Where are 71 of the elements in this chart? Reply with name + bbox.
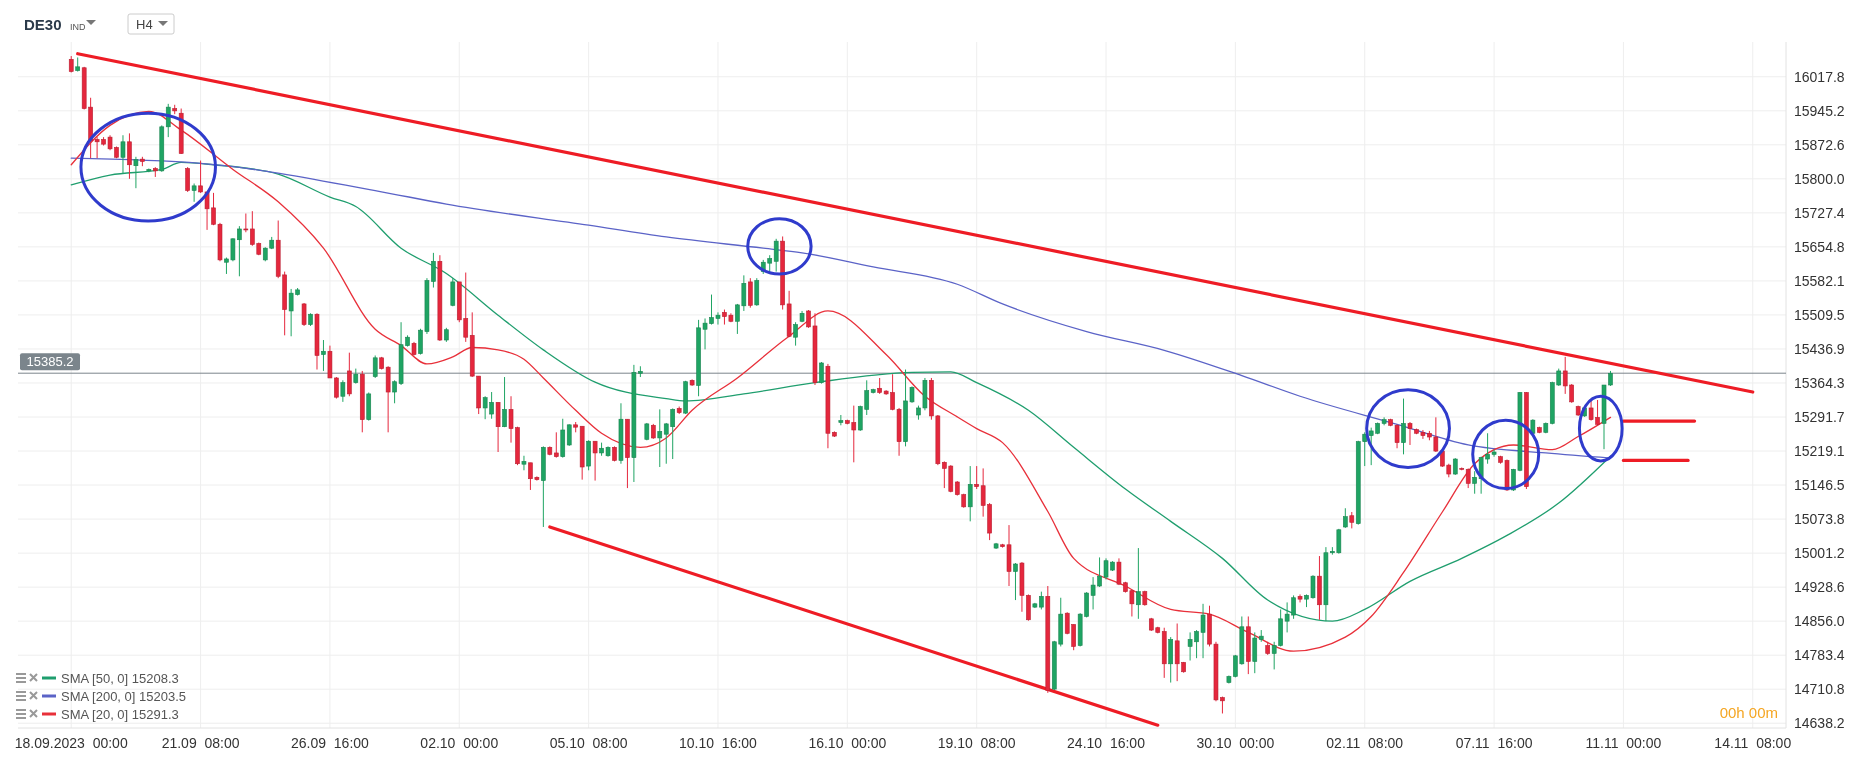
y-tick-label: 15654.8: [1794, 238, 1845, 255]
x-tick-label: 21.09 08:00: [161, 735, 240, 751]
legend-label: SMA [20, 0] 15291.3: [61, 706, 179, 722]
ref-line-label: 15385.2: [26, 354, 74, 370]
y-tick-label: 15945.2: [1794, 102, 1845, 119]
x-tick-label: 14.11 08:00: [1714, 735, 1792, 751]
candlestick: [340, 379, 346, 403]
y-tick-label: 15073.8: [1794, 511, 1845, 528]
candlestick: [1297, 593, 1303, 603]
candlestick: [967, 465, 973, 522]
x-tick-label: 24.10 16:00: [1067, 735, 1146, 751]
candlestick: [185, 166, 190, 193]
y-tick-label: 15146.5: [1794, 476, 1845, 493]
candlestick: [1013, 562, 1018, 601]
y-tick-label: 14638.2: [1794, 715, 1845, 732]
candlestick: [1465, 467, 1471, 489]
candlestick: [321, 339, 326, 372]
candlestick: [838, 414, 844, 426]
x-tick-label: 16.10 00:00: [808, 735, 887, 751]
candlestick: [502, 376, 507, 428]
y-tick-label: 15436.9: [1794, 340, 1845, 357]
candlestick: [521, 455, 527, 471]
x-tick-label: 02.10 00:00: [420, 735, 499, 751]
chart-title: DE30: [24, 16, 62, 33]
x-tick-label: 18.09.2023 00:00: [14, 735, 128, 751]
candlestick: [592, 440, 598, 482]
candlestick: [1401, 398, 1406, 455]
y-tick-label: 14928.6: [1794, 579, 1845, 596]
candlestick: [657, 408, 663, 468]
y-tick-label: 15001.2: [1794, 545, 1845, 562]
x-tick-label: 05.10 08:00: [549, 735, 628, 751]
y-tick-label: 15800.0: [1794, 170, 1845, 187]
x-tick-label: 26.09 16:00: [291, 735, 370, 751]
y-tick-label: 15727.4: [1794, 204, 1845, 221]
y-tick-label: 15364.3: [1794, 374, 1845, 391]
candlestick: [347, 352, 352, 397]
candlestick: [748, 277, 753, 309]
candlestick: [127, 132, 132, 180]
candlestick: [1343, 507, 1348, 529]
y-tick-label: 14783.4: [1794, 647, 1845, 664]
x-tick-label: 02.11 08:00: [1326, 735, 1404, 751]
y-tick-label: 15582.1: [1794, 272, 1845, 289]
candlestick: [566, 423, 572, 447]
y-tick-label: 15219.1: [1794, 442, 1845, 459]
candlestick: [191, 183, 197, 203]
candlestick: [301, 302, 307, 327]
chart-subtitle: IND: [70, 22, 86, 32]
candlestick: [1407, 421, 1413, 446]
y-tick-label: 15291.7: [1794, 408, 1845, 425]
x-tick-label: 11.11 00:00: [1585, 735, 1662, 751]
x-tick-label: 07.11 16:00: [1455, 735, 1533, 751]
candlestick: [819, 361, 824, 385]
annotation: 00h 00m: [1719, 704, 1778, 721]
candlestick: [372, 354, 378, 379]
candlestick: [1252, 631, 1258, 674]
y-tick-label: 14856.0: [1794, 613, 1845, 630]
x-tick-label: 10.10 16:00: [679, 735, 758, 751]
legend-label: SMA [50, 0] 15208.3: [61, 670, 179, 686]
y-tick-label: 16017.8: [1794, 68, 1845, 85]
text: H4: [136, 17, 153, 32]
candlestick: [450, 277, 456, 307]
candlestick: [793, 321, 798, 347]
y-tick-label: 14710.8: [1794, 681, 1845, 698]
candlestick: [773, 238, 779, 273]
y-tick-label: 15509.5: [1794, 306, 1845, 323]
x-tick-label: 30.10 00:00: [1196, 735, 1275, 751]
candlestick: [553, 431, 559, 459]
legend-label: SMA [200, 0] 15203.5: [61, 688, 187, 704]
candlestick: [1136, 547, 1141, 620]
y-tick-label: 15872.6: [1794, 136, 1845, 153]
x-tick-label: 19.10 08:00: [937, 735, 1016, 751]
